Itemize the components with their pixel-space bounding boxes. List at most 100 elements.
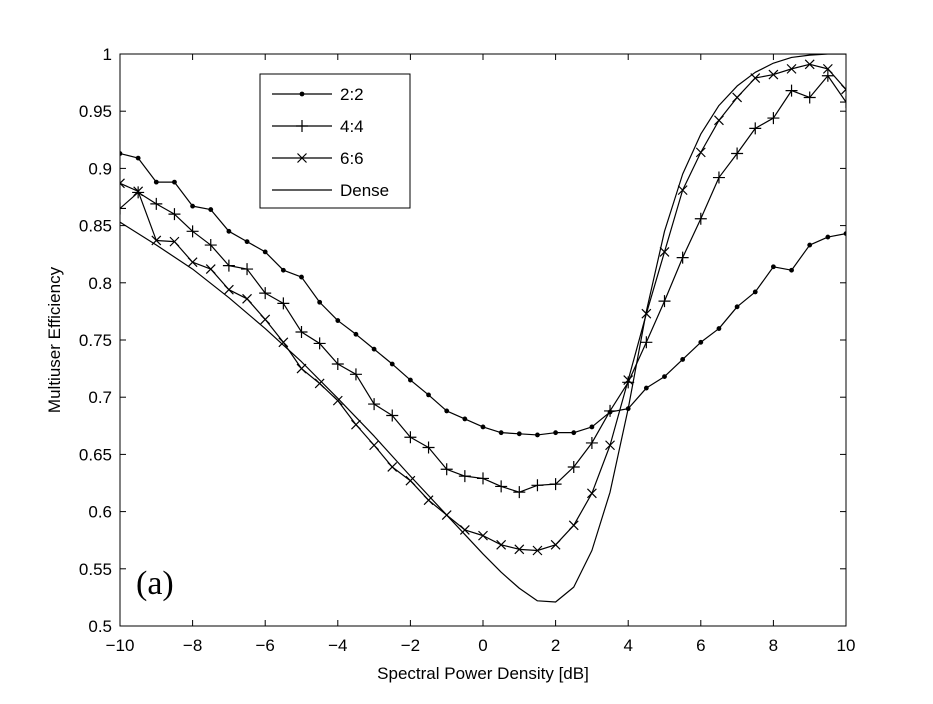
dot-marker	[716, 326, 722, 331]
dot-marker	[571, 430, 577, 436]
plus-marker	[658, 295, 671, 308]
plus-marker	[567, 460, 580, 473]
plus-marker	[295, 325, 308, 338]
legend-box	[259, 73, 411, 209]
x-tick-label: 10	[837, 636, 856, 655]
series-line	[120, 54, 846, 603]
plus-marker	[120, 202, 126, 215]
cross-marker	[695, 147, 706, 158]
plus-marker	[495, 480, 508, 493]
plot-frame	[119, 53, 847, 627]
dot-marker	[244, 239, 250, 245]
dot-marker	[516, 431, 522, 437]
dot-marker	[680, 357, 686, 362]
x-tick-label: −4	[328, 636, 347, 655]
dot-marker	[317, 299, 323, 305]
x-tick-label: −2	[401, 636, 420, 655]
plus-marker	[676, 251, 689, 264]
plus-marker	[241, 263, 254, 276]
cross-marker	[133, 186, 144, 197]
cross-marker	[768, 69, 779, 80]
plus-marker	[222, 259, 235, 272]
plus-marker	[712, 171, 725, 184]
dot-marker	[444, 408, 450, 414]
cross-marker	[120, 178, 125, 189]
cross-marker	[822, 63, 833, 74]
x-tick-label: −10	[106, 636, 135, 655]
dot-marker	[371, 346, 377, 352]
plus-marker	[694, 212, 707, 225]
cross-marker	[423, 495, 434, 506]
dot-marker	[153, 179, 159, 185]
cross-marker	[369, 440, 380, 451]
plus-marker	[585, 436, 598, 449]
dot-marker	[389, 361, 395, 367]
legend: 2:2 4:4 6:6 Dense	[259, 73, 411, 209]
dot-marker	[208, 207, 214, 212]
cross-marker	[242, 293, 252, 304]
dot-marker	[353, 331, 359, 337]
cross-marker	[605, 440, 615, 451]
plus-marker	[349, 368, 362, 381]
cross-marker	[297, 153, 307, 163]
y-tick-label: 1	[103, 45, 112, 64]
dot-marker	[335, 318, 341, 323]
legend-label: 2:2	[340, 85, 364, 104]
plus-marker	[313, 337, 326, 350]
plus-marker	[296, 120, 308, 132]
series-2:2	[120, 151, 846, 438]
plus-marker	[150, 197, 163, 210]
cross-marker	[332, 395, 343, 406]
x-tick-label: 4	[623, 636, 632, 655]
dot-marker	[408, 377, 413, 383]
axes-layer: −10 −8 −6 −4 −2 0 2 4 6 8 10 0.5 0.55 0.6 0.65 0.7 0.75 0…	[79, 45, 856, 655]
dot-marker	[734, 304, 740, 310]
plus-marker	[186, 225, 199, 238]
cross-marker	[478, 530, 488, 541]
dot-marker	[771, 264, 776, 270]
dot-marker	[589, 424, 595, 430]
cross-marker	[804, 59, 815, 70]
plus-marker	[513, 486, 526, 499]
plus-marker	[604, 404, 617, 417]
y-axis-label: Multiuser Efficiency	[45, 266, 64, 413]
cross-marker	[841, 84, 846, 95]
plus-marker	[404, 431, 417, 444]
panel-annotation: (a)	[136, 565, 174, 602]
plus-marker	[368, 398, 381, 411]
plus-marker	[840, 96, 846, 109]
cross-marker	[223, 284, 234, 295]
plus-marker	[277, 297, 290, 310]
cross-marker	[205, 264, 216, 274]
cross-marker	[714, 115, 724, 126]
dot-marker	[698, 339, 704, 345]
plus-marker	[731, 147, 744, 160]
dot-marker	[262, 249, 268, 255]
plus-marker	[640, 336, 653, 349]
dot-marker	[120, 151, 123, 156]
dot-marker	[553, 430, 558, 436]
dot-marker	[426, 392, 431, 398]
x-tick-label: −8	[183, 636, 202, 655]
dot-marker	[480, 424, 486, 430]
cross-marker	[278, 337, 289, 348]
dot-marker	[535, 432, 540, 438]
y-tick-label: 0.7	[88, 388, 112, 407]
dot-marker	[752, 289, 758, 295]
series-4:4	[120, 69, 846, 499]
cross-marker	[659, 246, 670, 257]
plus-marker	[259, 287, 272, 300]
cross-marker	[187, 257, 198, 268]
plus-marker	[422, 441, 435, 454]
dot-marker	[807, 242, 813, 248]
dot-marker	[843, 231, 846, 237]
x-tick-label: 8	[769, 636, 778, 655]
dot-marker	[135, 155, 141, 161]
cross-marker	[459, 524, 470, 535]
plus-marker	[331, 358, 344, 371]
cross-marker	[623, 375, 634, 385]
dot-marker	[498, 430, 504, 436]
dot-marker	[190, 203, 196, 209]
x-tick-label: 2	[551, 636, 560, 655]
